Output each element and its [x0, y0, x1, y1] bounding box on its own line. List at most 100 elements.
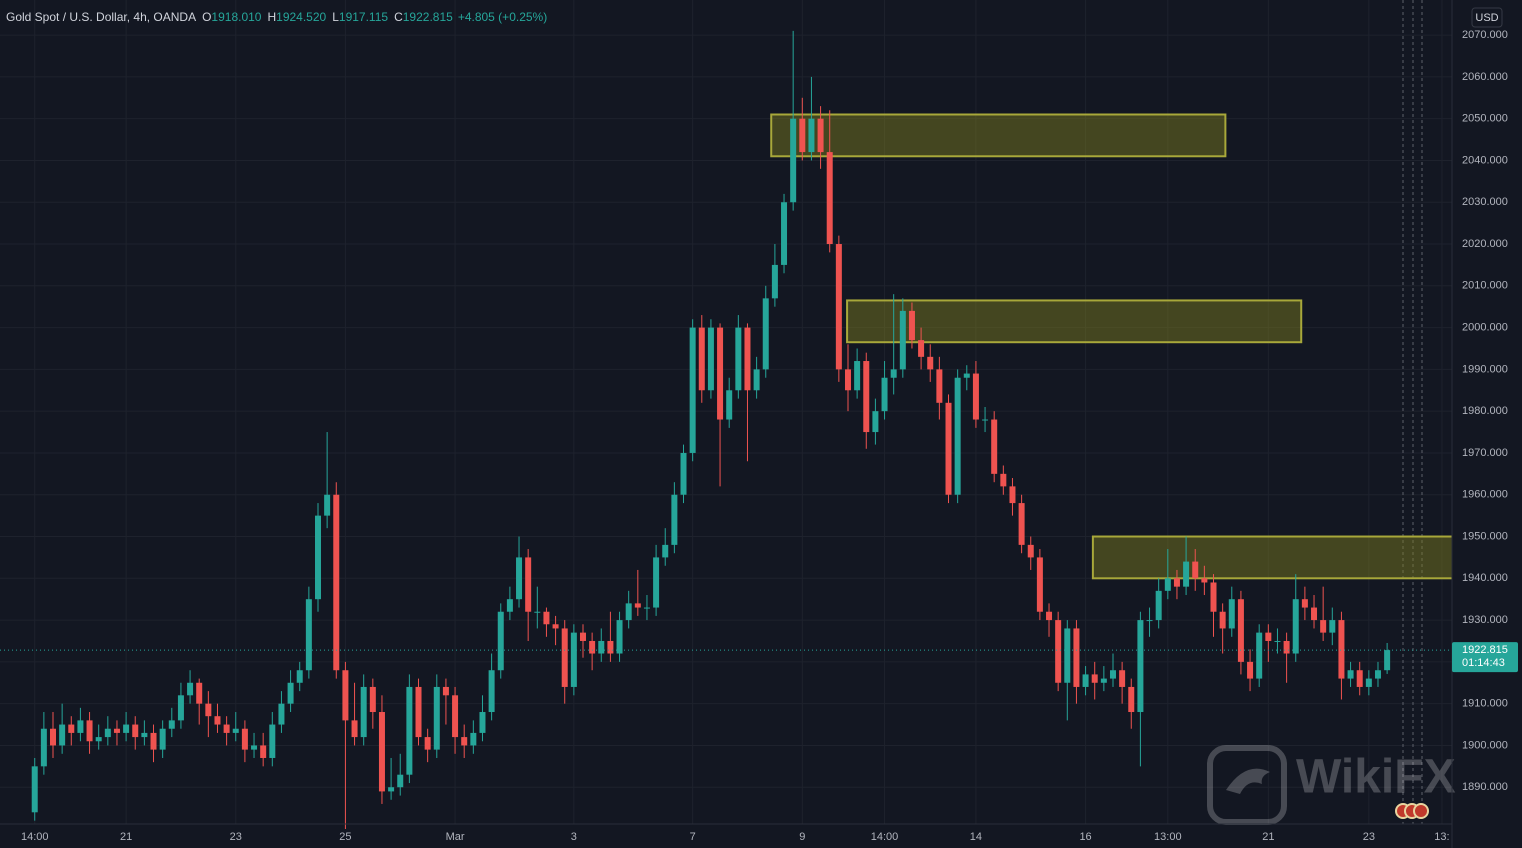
- y-tick-label: 1960.000: [1462, 489, 1508, 501]
- y-tick-label: 1970.000: [1462, 447, 1508, 459]
- last-price-box: [1452, 642, 1518, 673]
- candle-body: [452, 695, 459, 738]
- candle-body: [187, 682, 194, 696]
- candle-body: [77, 720, 84, 733]
- candle-body: [625, 603, 632, 621]
- candle-body: [470, 732, 477, 746]
- candle-body: [890, 369, 897, 378]
- candle-body: [1247, 661, 1254, 679]
- candle-body: [1384, 650, 1391, 671]
- candle-body: [351, 720, 358, 738]
- candle-body: [963, 373, 970, 378]
- zones: [770, 113, 1452, 580]
- candle-body: [177, 695, 184, 721]
- watermark-logo: [1207, 745, 1287, 825]
- candle-body: [397, 774, 404, 788]
- candle-body: [113, 728, 120, 733]
- candle-body: [269, 724, 276, 758]
- candle-body: [1155, 590, 1162, 621]
- y-tick-label: 1900.000: [1462, 739, 1508, 751]
- candle-body: [1046, 611, 1053, 621]
- y-tick-label: 2030.000: [1462, 196, 1508, 208]
- candle-body: [634, 603, 641, 608]
- candle-body: [598, 640, 605, 654]
- candle-body: [1109, 670, 1116, 679]
- candle-body: [552, 624, 559, 629]
- candle-body: [680, 452, 687, 495]
- candle-body: [1329, 620, 1336, 633]
- candle-body: [1365, 678, 1372, 687]
- y-tick-label: 1910.000: [1462, 698, 1508, 710]
- candle-body: [1055, 620, 1062, 683]
- candle-body: [1228, 599, 1235, 629]
- candle-body: [872, 411, 879, 433]
- candle-body: [1137, 620, 1144, 713]
- candle-body: [1128, 686, 1135, 713]
- candle-body: [689, 327, 696, 453]
- candle-body: [1301, 599, 1308, 608]
- currency: USD: [1475, 12, 1498, 24]
- candle-body: [918, 340, 925, 357]
- event-flag: [1413, 803, 1429, 819]
- x-tick-label: 14:00: [871, 831, 899, 843]
- candle-body: [707, 327, 714, 391]
- candle-body: [506, 599, 513, 612]
- candle-body: [314, 515, 321, 600]
- candle-body: [790, 118, 797, 203]
- candle-body: [196, 682, 203, 704]
- watermark-text: WikiFX: [1296, 751, 1456, 804]
- candle-body: [1237, 599, 1244, 662]
- legend-key: O: [202, 10, 211, 24]
- candle-body: [378, 712, 385, 792]
- candle-body: [662, 544, 669, 558]
- candle-body: [570, 632, 577, 687]
- candle-body: [744, 327, 751, 391]
- candle-body: [927, 356, 934, 370]
- candle-body: [1210, 582, 1217, 612]
- y-tick-label: 2040.000: [1462, 154, 1508, 166]
- candle-body: [415, 686, 422, 738]
- candle-body: [278, 703, 285, 725]
- candle-body: [1082, 674, 1089, 687]
- y-tick-label: 1940.000: [1462, 572, 1508, 584]
- candle-body: [86, 720, 93, 742]
- x-tick-label: 14:00: [21, 831, 49, 843]
- candle-body: [132, 724, 139, 738]
- candle-body: [333, 494, 340, 671]
- candle-body: [799, 118, 806, 153]
- candle-body: [305, 599, 312, 671]
- x-tick-label: 23: [1363, 831, 1375, 843]
- candle-body: [936, 369, 943, 403]
- x-tick-label: 7: [690, 831, 696, 843]
- candle-body: [1256, 632, 1263, 679]
- symbol: Gold Spot / U.S. Dollar, 4h, OANDA: [6, 10, 196, 24]
- candle-body: [1338, 620, 1345, 679]
- candle-body: [168, 720, 175, 729]
- candle-body: [95, 737, 102, 742]
- legend-change: +4.805 (+0.25%): [458, 10, 547, 24]
- session-lines: [1402, 0, 1423, 824]
- legend-value: 1918.010: [211, 10, 261, 24]
- candle-body: [1265, 632, 1272, 641]
- candle-body: [1000, 473, 1007, 487]
- x-tick-label: Mar: [446, 831, 465, 843]
- candle-body: [717, 327, 724, 420]
- candle-body: [324, 494, 331, 516]
- legend-key: C: [394, 10, 403, 24]
- y-tick-label: 2000.000: [1462, 322, 1508, 334]
- candle-body: [671, 494, 678, 545]
- candle-body: [954, 377, 961, 495]
- x-tick-label: 16: [1079, 831, 1091, 843]
- candle-body: [1374, 670, 1381, 679]
- candle-body: [698, 327, 705, 391]
- candle-body: [1356, 670, 1363, 687]
- candle-body: [808, 118, 815, 153]
- candle-body: [123, 724, 130, 733]
- y-tick-label: 2020.000: [1462, 238, 1508, 250]
- candle-body: [991, 419, 998, 474]
- candle-body: [616, 620, 623, 654]
- y-tick-label: 2070.000: [1462, 29, 1508, 41]
